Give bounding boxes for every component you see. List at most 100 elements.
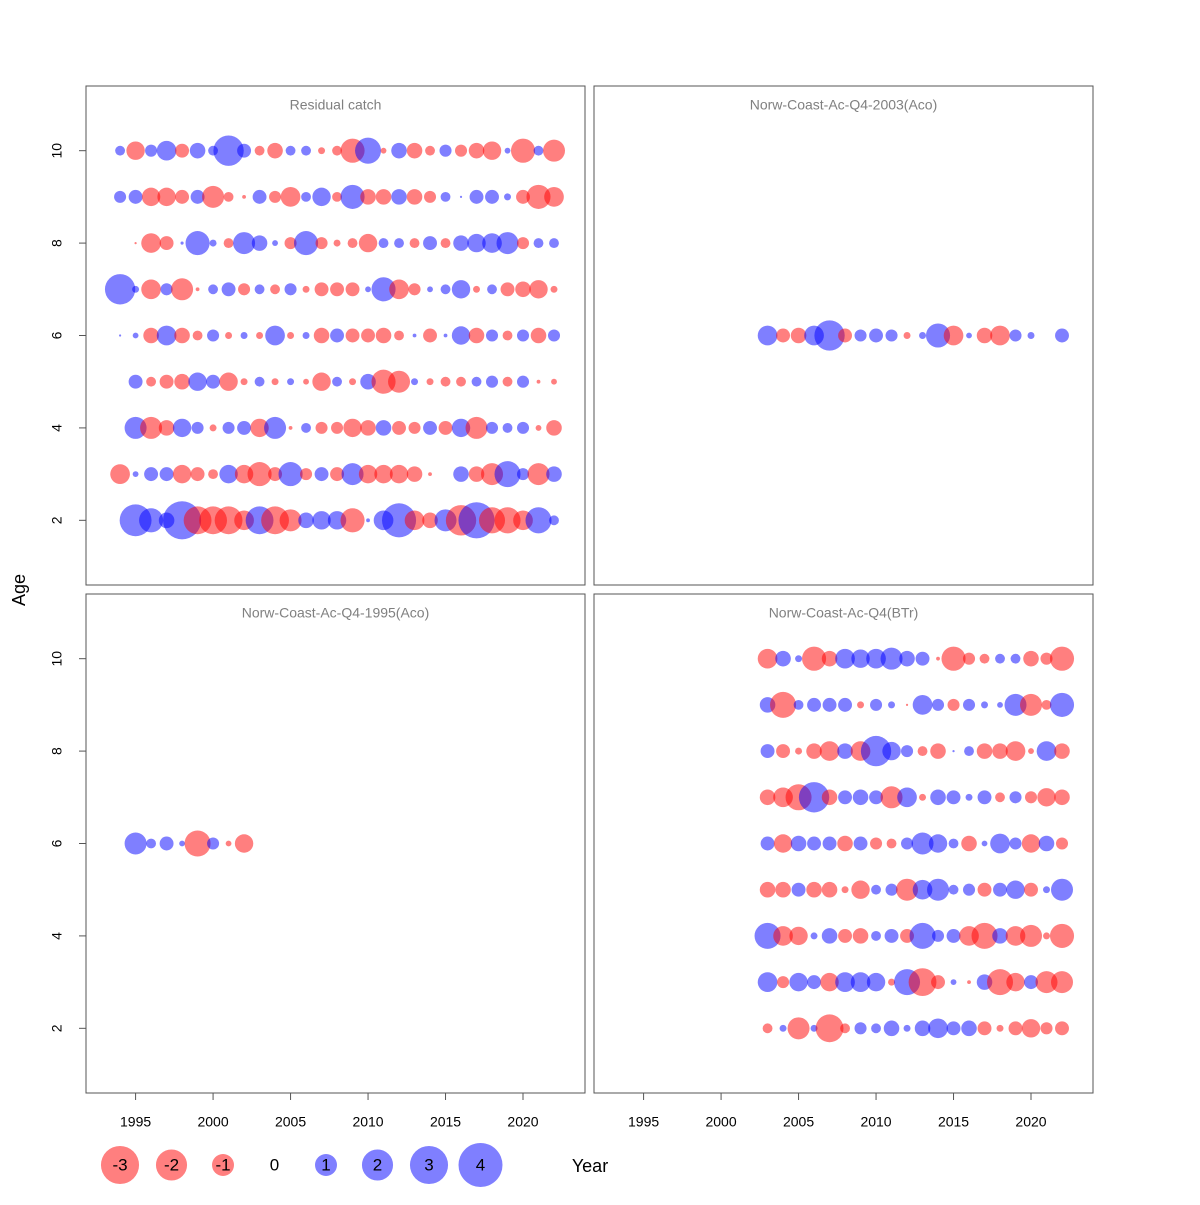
bubble (1043, 932, 1050, 940)
bubble (993, 882, 1007, 897)
bubble (948, 884, 959, 895)
bubble (838, 697, 853, 712)
bubble (360, 373, 376, 390)
bubble (547, 329, 561, 342)
bubble (981, 840, 988, 847)
bubble (882, 741, 901, 761)
bubble (159, 467, 174, 482)
bubble (775, 650, 791, 667)
x-tick-label: 2020 (1015, 1114, 1046, 1130)
bubble (871, 1023, 881, 1034)
bubble (925, 323, 951, 348)
bubble (314, 282, 329, 297)
bubble (408, 421, 421, 434)
bubble (884, 928, 899, 943)
bubble (332, 376, 342, 387)
bubble (345, 282, 360, 297)
legend-label: -2 (164, 1155, 179, 1174)
bubble (132, 285, 140, 293)
bubble (992, 743, 1008, 759)
bubble (240, 378, 248, 386)
bubble (104, 274, 136, 305)
y-tick-label: 6 (49, 839, 65, 847)
bubble (332, 191, 342, 202)
bubble (1006, 880, 1025, 899)
legend-bubble (409, 1145, 449, 1185)
bubble (222, 421, 235, 434)
bubble (207, 837, 220, 850)
bubble (159, 836, 174, 851)
bubble (318, 147, 326, 155)
bubble (247, 462, 272, 487)
bubble (471, 376, 482, 387)
panel-title: Norw-Coast-Ac-Q4-1995(Aco) (242, 605, 430, 621)
bubble (549, 238, 559, 249)
bubble (866, 972, 886, 992)
bubble (378, 238, 389, 249)
bubble (961, 1020, 977, 1037)
bubble (995, 792, 1005, 803)
bubble (208, 469, 218, 480)
x-tick-label: 2010 (860, 1114, 891, 1130)
bubble (312, 372, 331, 391)
bubble (946, 1021, 961, 1036)
bubble (468, 327, 485, 344)
panel-title: Residual catch (290, 97, 382, 113)
bubble (312, 187, 331, 207)
bubble (850, 972, 871, 992)
bubble (962, 883, 976, 896)
bubble (912, 879, 933, 900)
bubble (347, 238, 358, 249)
bubble (806, 743, 822, 759)
bubble (886, 838, 897, 849)
legend-label: 3 (424, 1155, 433, 1174)
bubble (380, 147, 387, 154)
bubble (219, 372, 238, 391)
bubble (128, 374, 143, 389)
bubble (426, 378, 434, 386)
bubble (793, 699, 804, 710)
bubble (976, 327, 993, 344)
bubble (516, 375, 530, 388)
bubble (469, 189, 484, 204)
bubble (132, 332, 139, 339)
bubble (806, 881, 822, 898)
bubble (869, 328, 884, 343)
bubble (870, 698, 883, 711)
bubble (175, 189, 190, 204)
bubble (930, 789, 946, 806)
bubble (156, 325, 177, 346)
bubble (312, 511, 331, 530)
x-tick-label: 2005 (275, 1114, 306, 1130)
y-tick-label: 8 (49, 239, 65, 247)
bubble (903, 332, 911, 339)
bubble (208, 284, 218, 295)
bubble (1040, 652, 1053, 665)
bubble (1055, 837, 1069, 850)
bubble (225, 840, 232, 847)
bubble (854, 329, 867, 342)
bubble (271, 378, 279, 386)
legend-label: 4 (476, 1155, 485, 1174)
bubble (502, 376, 513, 387)
bubble (946, 928, 961, 943)
y-tick-label: 8 (49, 747, 65, 755)
bubble (1049, 692, 1075, 717)
bubble (406, 466, 423, 482)
bubble (209, 239, 217, 247)
bubble (851, 880, 870, 899)
bubble (294, 231, 319, 256)
bubble (533, 238, 544, 249)
bubble (141, 233, 161, 253)
bubble (1024, 882, 1038, 897)
bubble (930, 743, 946, 759)
bubble (1035, 971, 1058, 994)
bubble (928, 834, 948, 853)
bubble (504, 147, 511, 154)
bubble (932, 698, 945, 711)
bubble (880, 786, 903, 809)
bubble (773, 834, 793, 853)
bubble (948, 838, 959, 849)
bubble (754, 922, 781, 949)
bubble (392, 420, 406, 435)
